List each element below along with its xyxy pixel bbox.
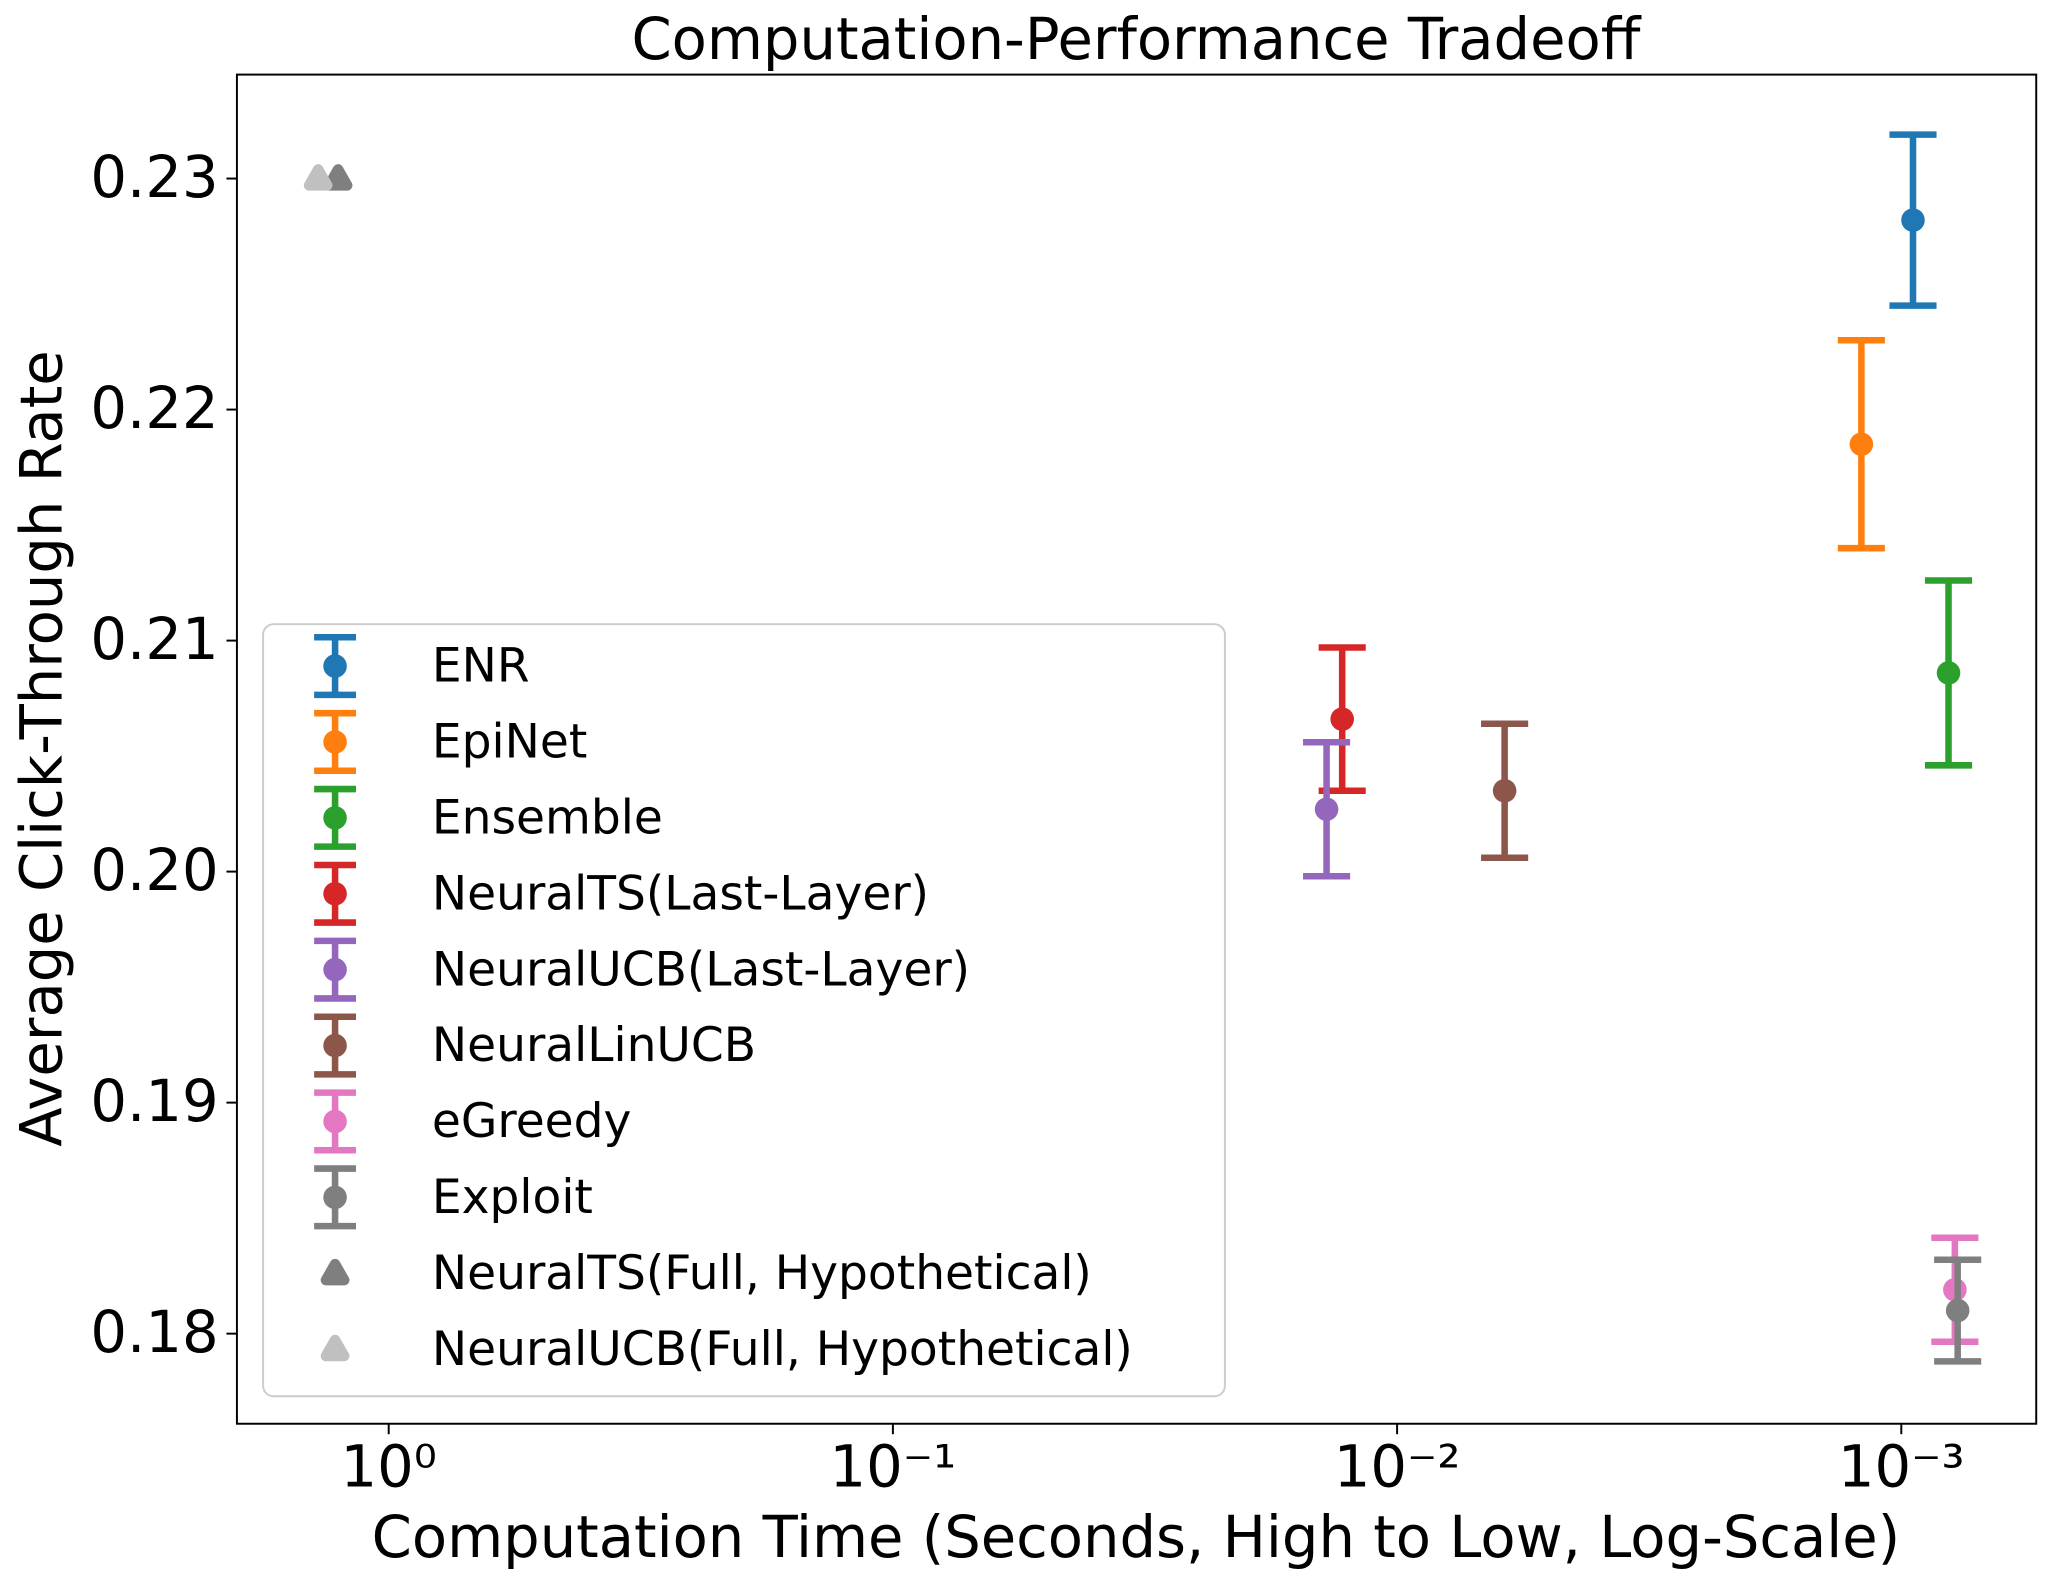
legend-icon: [323, 806, 347, 830]
series: [1924, 577, 1973, 769]
marker: [1314, 797, 1339, 822]
legend-box: [262, 623, 1226, 1398]
marker: [323, 164, 353, 191]
legend-label: ENR: [432, 639, 530, 694]
y-tick-label: 0.21: [90, 606, 218, 673]
y-tick-label: 0.23: [90, 144, 218, 211]
legend-icon: [320, 1334, 350, 1362]
plot-frame: [235, 73, 2038, 1425]
legend-icon: [323, 957, 347, 982]
legend-label: Ensemble: [432, 790, 663, 845]
legend-label: eGreedy: [432, 1094, 632, 1149]
series: [1303, 738, 1351, 880]
series: [1889, 131, 1937, 309]
marker: [1945, 1298, 1970, 1323]
series: [1934, 1256, 1982, 1365]
legend-icon: [323, 1109, 347, 1134]
legend-icon: [323, 881, 347, 906]
series: [1318, 644, 1366, 795]
legend-icon: [323, 1033, 347, 1058]
legend-label: NeuralTS(Last-Layer): [432, 866, 929, 921]
marker: [1901, 208, 1925, 232]
legend-icon: [323, 654, 347, 678]
x-axis-label: Computation Time (Seconds, High to Low, …: [372, 1504, 1900, 1571]
marker: [1492, 778, 1517, 803]
y-tick-label: 0.22: [90, 375, 218, 442]
legend-icon: [323, 730, 347, 754]
marker: [303, 164, 333, 191]
y-tick-label: 0.19: [90, 1068, 218, 1135]
y-tick-label: 0.20: [90, 837, 218, 904]
marker: [1936, 661, 1961, 685]
legend-label: EpiNet: [432, 715, 587, 770]
series: [323, 164, 353, 191]
series: [1837, 336, 1885, 552]
y-axis-label: Average Click-Through Rate: [8, 350, 75, 1146]
legend-label: NeuralUCB(Last-Layer): [432, 942, 970, 997]
marker: [1330, 707, 1354, 731]
legend-label: NeuralLinUCB: [432, 1018, 756, 1073]
legend-label: Exploit: [432, 1170, 593, 1225]
series: [1481, 720, 1529, 862]
x-tick-label: 10⁰: [341, 1433, 437, 1500]
legend-icon: [323, 1185, 347, 1210]
x-tick-label: 10⁻³: [1838, 1433, 1965, 1500]
x-tick-label: 10⁻²: [1334, 1433, 1461, 1500]
legend-icon: [320, 1258, 350, 1286]
chart-title: Computation-Performance Tradeoff: [631, 6, 1641, 73]
marker: [1849, 432, 1874, 456]
x-tick-label: 10⁻¹: [830, 1433, 957, 1500]
legend-label: NeuralUCB(Full, Hypothetical): [432, 1322, 1133, 1377]
y-tick-label: 0.18: [90, 1299, 218, 1366]
legend-label: NeuralTS(Full, Hypothetical): [432, 1246, 1092, 1301]
series: [303, 164, 333, 191]
